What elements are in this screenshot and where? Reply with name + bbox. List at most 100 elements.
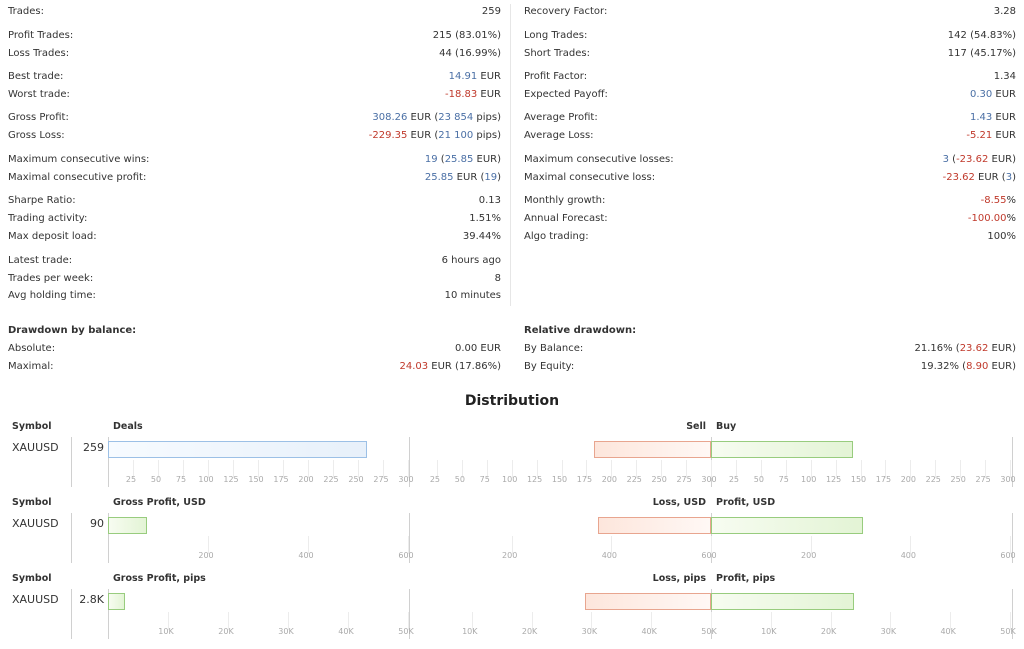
left-axis-gridline	[408, 536, 409, 554]
stat-left-label: Max deposit load:	[8, 231, 97, 242]
stat-right-row: Average Profit: 1.43 EUR	[524, 111, 1016, 125]
symbol-header: Symbol	[12, 573, 52, 584]
stat-left-value: 259	[481, 6, 501, 17]
neg-axis-tick-label: 40K	[641, 627, 657, 636]
stat-right-label: Algo trading:	[524, 231, 589, 242]
neg-bar	[584, 593, 711, 610]
neg-axis-gridline	[611, 460, 613, 478]
stat-right-row: Long Trades: 142 (54.83%)	[524, 29, 1016, 43]
neg-axis-gridline	[511, 460, 513, 478]
stat-right-label: Monthly growth:	[524, 195, 606, 206]
neg-axis-gridline	[471, 612, 473, 630]
pos-axis-tick-label: 300	[1000, 475, 1016, 484]
stat-left-row: Max deposit load: 39.44%	[8, 230, 501, 244]
neg-axis-gridline	[611, 536, 613, 554]
stat-left-value: 1.51%	[469, 213, 501, 224]
neg-axis-tick-label: 125	[526, 475, 543, 484]
left-axis-tick-label: 400	[298, 551, 314, 560]
pos-axis-tick-label: 20K	[820, 627, 837, 636]
stat-right-row: Expected Payoff: 0.30 EUR	[524, 88, 1016, 102]
drawdown-maximal-value: 24.03 EUR (17.86%)	[399, 361, 501, 372]
neg-chart-label: Loss, pips	[652, 573, 706, 584]
neg-axis-gridline	[651, 612, 653, 630]
left-axis-gridline	[348, 612, 349, 630]
pos-axis-gridline	[770, 612, 772, 630]
left-axis-gridline	[183, 460, 184, 478]
stat-left-row: Trading activity: 1.51%	[8, 212, 501, 226]
left-axis-tick-label: 200	[198, 551, 214, 560]
axis-line	[1012, 437, 1013, 487]
stat-right-value: 1.43 EUR	[969, 112, 1016, 123]
stat-right-value: -5.21 EUR	[966, 130, 1016, 141]
distribution-title: Distribution	[464, 393, 560, 409]
stat-left-row: Trades per week: 8	[8, 272, 501, 286]
relative-balance-value: 21.16% (23.62 EUR)	[914, 343, 1016, 354]
stat-right-value: 0.30 EUR	[969, 89, 1016, 100]
symbol-count: 2.8K	[79, 593, 104, 606]
stat-left-label: Worst trade:	[8, 89, 70, 100]
axis-line	[1012, 589, 1013, 639]
neg-axis-tick-label: 275	[676, 475, 692, 484]
stat-right-label: Maximum consecutive losses:	[524, 154, 674, 165]
axis-line	[409, 589, 410, 639]
neg-axis-gridline	[636, 460, 638, 478]
neg-axis-gridline	[561, 460, 563, 478]
stat-right-value: 1.34	[993, 71, 1016, 82]
neg-axis-tick-label: 225	[626, 475, 642, 484]
relative-equity-row: By Equity: 19.32% (8.90 EUR)	[524, 360, 1016, 374]
stat-right-value: -8.55%	[980, 195, 1016, 206]
pos-axis-gridline	[860, 460, 862, 478]
relative-balance-label: By Balance:	[524, 343, 584, 354]
stat-left-row: Loss Trades: 44 (16.99%)	[8, 47, 501, 61]
neg-axis-tick-label: 300	[701, 475, 717, 484]
neg-axis-tick-label: 200	[601, 475, 617, 484]
neg-axis-tick-label: 50K	[701, 627, 717, 636]
stat-right-value: 100%	[987, 231, 1016, 242]
left-axis-gridline	[333, 460, 334, 478]
pos-axis-gridline	[910, 460, 912, 478]
pos-axis-tick-label: 200	[801, 551, 817, 560]
left-axis-tick-label: 200	[298, 475, 314, 484]
pos-axis-gridline	[810, 460, 812, 478]
pos-axis-tick-label: 400	[900, 551, 916, 560]
stat-right-label: Profit Factor:	[524, 71, 588, 82]
left-axis-tick-label: 125	[223, 475, 239, 484]
stat-right-label: Annual Forecast:	[524, 213, 608, 224]
relative-balance-row: By Balance: 21.16% (23.62 EUR)	[524, 342, 1016, 356]
stat-left-value: 14.91 EUR	[448, 71, 501, 82]
stat-left-row: Avg holding time: 10 minutes	[8, 289, 501, 303]
neg-axis-tick-label: 150	[551, 475, 568, 484]
stat-left-label: Latest trade:	[8, 255, 73, 266]
stat-left-row: Maximal consecutive profit: 25.85 EUR (19…	[8, 171, 501, 185]
left-axis-tick-label: 30K	[278, 627, 294, 636]
left-axis-gridline	[168, 612, 169, 630]
left-axis-gridline	[288, 612, 289, 630]
left-axis-tick-label: 150	[248, 475, 264, 484]
symbol-header: Symbol	[12, 421, 52, 432]
stat-left-label: Trades per week:	[8, 273, 94, 284]
stat-right-label: Maximal consecutive loss:	[524, 172, 656, 183]
pos-axis-tick-label: 275	[975, 475, 991, 484]
stat-left-row: Latest trade: 6 hours ago	[8, 254, 501, 268]
neg-axis-gridline	[661, 460, 663, 478]
neg-axis-tick-label: 50	[454, 475, 465, 484]
left-axis-tick-label: 225	[323, 475, 339, 484]
pos-axis-tick-label: 40K	[940, 627, 956, 636]
pos-axis-gridline	[1010, 536, 1011, 554]
neg-bar	[597, 517, 711, 534]
stat-right-row: Algo trading: 100%	[524, 230, 1016, 244]
neg-axis-gridline	[591, 612, 593, 630]
left-axis-tick-label: 20K	[218, 627, 234, 636]
neg-axis-tick-label: 200	[502, 551, 518, 560]
pos-axis-tick-label: 50K	[1000, 627, 1016, 636]
symbol-count: 90	[90, 517, 104, 530]
pos-chart-label: Buy	[716, 421, 737, 432]
axis-separator	[71, 437, 72, 487]
stat-right-label: Recovery Factor:	[524, 6, 608, 17]
pos-axis-gridline	[950, 612, 952, 630]
stat-right-value: -23.62 EUR (3)	[942, 172, 1016, 183]
stat-left-label: Maximum consecutive wins:	[8, 154, 150, 165]
pos-axis-tick-label: 150	[850, 475, 867, 484]
left-axis-gridline	[228, 612, 229, 630]
axis-separator	[71, 589, 72, 639]
